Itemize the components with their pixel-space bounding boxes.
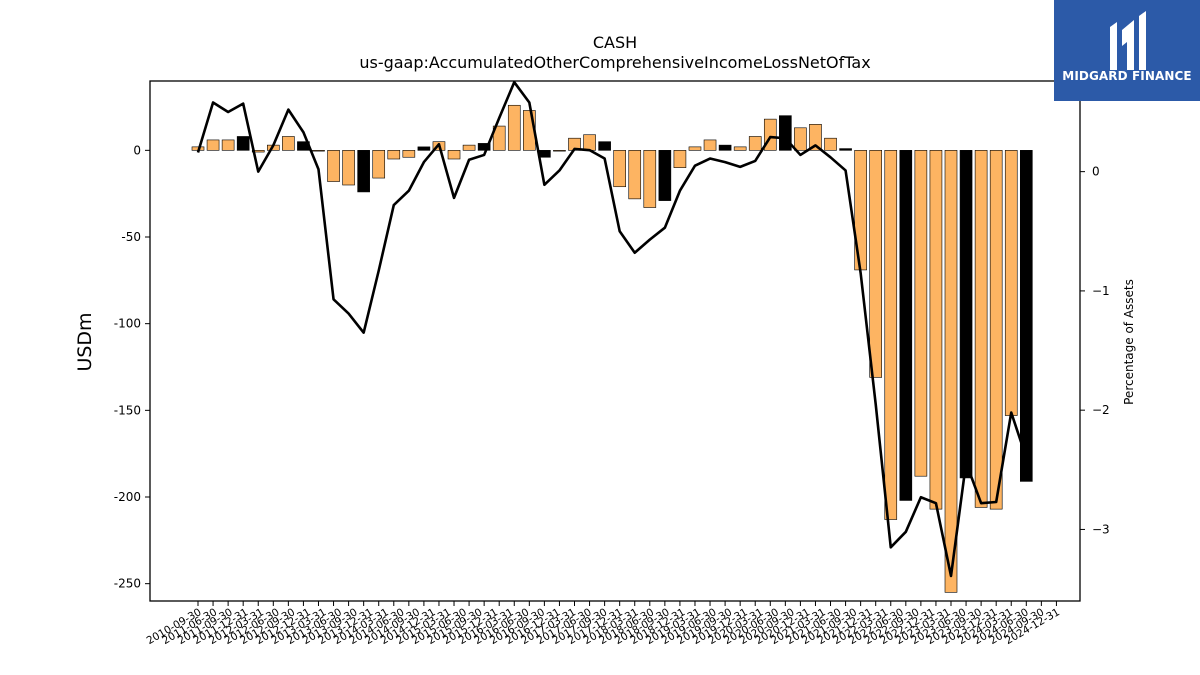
- bar-2012-12-31: [327, 150, 340, 182]
- y2-axis-ticks: 0 −1 −2 −3: [1080, 165, 1110, 536]
- chart-subtitle: us-gaap:AccumulatedOtherComprehensiveInc…: [359, 53, 870, 72]
- bar-2018-09-30: [673, 150, 687, 168]
- bar-2022-03-31: [884, 150, 898, 520]
- bar-2020-09-30: [794, 127, 807, 151]
- bar-2013-03-31: [342, 150, 355, 186]
- bar-2017-09-30: [613, 150, 626, 188]
- bar-2022-06-30: [899, 150, 913, 501]
- y-tick-label: -150: [114, 403, 141, 417]
- bar-2015-06-30: [477, 143, 491, 151]
- line-path: [196, 80, 1028, 578]
- bar-2021-06-30: [839, 148, 852, 151]
- bar-2021-03-31: [824, 137, 837, 151]
- bar-2017-06-30: [598, 141, 611, 151]
- bar-2018-12-31: [688, 146, 702, 151]
- line-series: [196, 80, 1028, 578]
- bar-2023-06-30: [959, 150, 973, 479]
- y-axis-label: USDm: [74, 312, 96, 371]
- y2-tick-label: −2: [1092, 403, 1110, 417]
- bar-2019-03-31: [703, 139, 717, 151]
- bar-2019-12-31: [748, 136, 762, 151]
- bar-2013-09-30: [372, 150, 386, 179]
- bar-2016-09-30: [553, 150, 566, 152]
- bar-2015-12-31: [507, 104, 521, 151]
- plot-frame: [149, 80, 1081, 602]
- bar-2019-06-30: [718, 144, 732, 151]
- bar-2024-06-30: [1019, 150, 1033, 482]
- y-axis-ticks: 0 -50 -100 -150 -200 -250: [114, 143, 150, 591]
- bar-2012-03-31: [282, 136, 295, 151]
- bar-2014-06-30: [417, 146, 431, 151]
- bar-2012-09-30: [312, 150, 325, 152]
- bar-2023-09-30: [974, 150, 988, 508]
- chart-title: CASH: [593, 33, 637, 52]
- midgard-mark-icon: [1110, 11, 1146, 70]
- y-tick-label: -50: [121, 230, 141, 244]
- bar-2020-12-31: [809, 124, 822, 151]
- bar-2013-06-30: [357, 150, 370, 193]
- bar-2018-03-31: [643, 150, 657, 208]
- y2-tick-label: 0: [1092, 165, 1100, 179]
- bar-2011-06-30: [236, 136, 250, 151]
- bar-2024-03-31: [1004, 150, 1018, 416]
- bar-2017-12-31: [628, 150, 642, 200]
- bar-2011-03-31: [221, 139, 235, 151]
- bar-2020-06-30: [779, 115, 792, 151]
- bar-2021-12-31: [869, 150, 883, 378]
- logo-text: MIDGARD FINANCE: [1062, 69, 1192, 83]
- bar-series: [191, 104, 1033, 593]
- y-tick-label: 0: [133, 143, 141, 157]
- bar-2017-03-31: [583, 134, 596, 151]
- x-axis-ticks: 2010-09-302011-06-302011-09-302011-12-31…: [145, 601, 1062, 647]
- bar-2014-12-31: [447, 150, 461, 160]
- y2-tick-label: −3: [1092, 522, 1110, 536]
- bar-2013-12-31: [387, 150, 401, 160]
- bar-2014-03-31: [402, 150, 416, 158]
- y2-axis-label: Percentage of Assets: [1122, 279, 1136, 405]
- y2-tick-label: −1: [1092, 284, 1110, 298]
- y-tick-label: -250: [114, 577, 141, 591]
- bar-2011-09-30: [251, 150, 265, 153]
- bar-2019-09-30: [733, 146, 747, 151]
- bar-2022-09-30: [914, 150, 928, 477]
- bar-2023-03-31: [944, 150, 958, 593]
- bar-2010-12-31: [206, 139, 220, 151]
- bar-2022-12-31: [929, 150, 943, 510]
- logo: MIDGARD FINANCE: [1054, 0, 1200, 101]
- bar-2015-03-31: [462, 144, 476, 151]
- bar-2018-06-30: [658, 150, 672, 201]
- y-tick-label: -200: [114, 490, 141, 504]
- y-tick-label: -100: [114, 317, 141, 331]
- bar-2023-12-31: [989, 150, 1003, 510]
- bar-2015-09-30: [492, 125, 506, 151]
